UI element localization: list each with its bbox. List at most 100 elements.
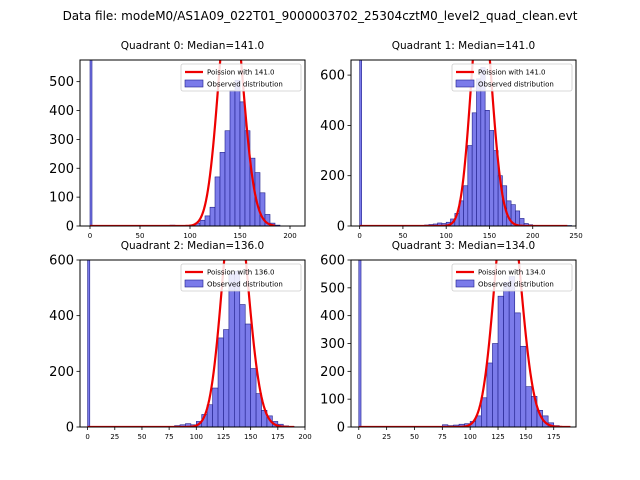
histogram-bar xyxy=(228,273,235,427)
legend-box xyxy=(451,263,573,292)
x-tick-label: 0 xyxy=(88,232,92,240)
legend-label-observed: Observed distribution xyxy=(478,281,554,289)
y-tick-label: 200 xyxy=(320,365,345,380)
x-tick-label: 200 xyxy=(298,433,311,441)
panel-quadrant-1: 0 50 100 150 200 250 0 200 400 600 Quadrant 1: Med… xyxy=(320,40,583,240)
histogram-bar xyxy=(486,362,493,427)
y-tick-label: 600 xyxy=(320,69,345,84)
x-tick-label: 175 xyxy=(547,433,560,441)
legend-box xyxy=(180,263,302,292)
histogram-bar xyxy=(199,219,206,226)
histogram-bar xyxy=(250,368,257,427)
panel-quadrant-2: 0 25 50 75 100 125 150 175 200 0 200 400 600 Quadrant… xyxy=(49,240,312,441)
legend-label-poisson: Poission with 141.0 xyxy=(478,69,546,77)
histogram-bar xyxy=(467,145,473,226)
histogram-bar xyxy=(234,79,241,226)
y-tick-label: 300 xyxy=(320,337,345,352)
histogram-bar xyxy=(471,112,477,226)
histogram-bar xyxy=(484,110,490,226)
histogram-bar xyxy=(514,312,521,427)
x-tick-label: 100 xyxy=(190,433,203,441)
histogram-bar xyxy=(481,397,488,427)
x-tick-label: 100 xyxy=(183,232,196,240)
histogram-bar xyxy=(255,393,262,427)
x-tick-label: 0 xyxy=(357,232,361,240)
legend-bar-swatch xyxy=(455,279,475,288)
histogram-bar xyxy=(525,386,532,427)
figure-title: Data file: modeM0/AS1A09_022T01_90000037… xyxy=(62,9,578,23)
histogram-bar xyxy=(224,130,231,226)
y-tick-label: 200 xyxy=(49,365,74,380)
histogram-bar xyxy=(212,387,219,427)
histogram-bar xyxy=(476,78,482,226)
y-tick-label: 600 xyxy=(49,254,74,269)
plot-area xyxy=(358,260,571,427)
legend: Poission with 134.0 Observed distribution xyxy=(451,263,573,292)
x-tick-label: 50 xyxy=(137,433,146,441)
y-tick-label: 200 xyxy=(49,162,74,177)
histogram-bar xyxy=(214,176,221,226)
x-tick-label: 200 xyxy=(526,232,539,240)
x-tick-label: 125 xyxy=(217,433,230,441)
x-tick-label: 150 xyxy=(483,232,496,240)
plot-area xyxy=(89,60,281,226)
histogram-bar-zero-spike xyxy=(87,260,91,427)
histogram-bar xyxy=(492,343,499,427)
y-tick-label: 500 xyxy=(320,281,345,296)
y-tick-label: 400 xyxy=(49,309,74,324)
histogram-bar xyxy=(503,281,510,427)
legend: Poission with 141.0 Observed distribution xyxy=(180,63,302,92)
histogram-bar xyxy=(239,304,246,427)
poisson-curve xyxy=(358,260,571,427)
histogram-bar xyxy=(209,206,216,226)
x-tick-label: 0 xyxy=(357,433,361,441)
legend-bar-swatch xyxy=(455,79,475,88)
histogram-bar-zero-spike xyxy=(358,260,362,427)
legend-box xyxy=(180,63,302,92)
legend-label-poisson: Poission with 141.0 xyxy=(207,69,275,77)
x-tick-label: 125 xyxy=(491,433,504,441)
poisson-curve xyxy=(359,60,568,226)
legend-bar-swatch xyxy=(184,279,204,288)
y-tick-label: 400 xyxy=(320,119,345,134)
histogram-bar xyxy=(229,90,236,226)
panel-title: Quadrant 2: Median=136.0 xyxy=(121,240,264,252)
y-tick-label: 100 xyxy=(320,393,345,408)
x-tick-label: 100 xyxy=(440,232,453,240)
histogram-bar xyxy=(463,185,469,226)
histogram-bar xyxy=(508,276,516,427)
x-tick-label: 25 xyxy=(110,433,119,441)
y-tick-label: 100 xyxy=(49,191,74,206)
panel-quadrant-3: 0 25 50 75 100 125 150 175 0 100 200 300 400 500 600 Qu… xyxy=(320,240,577,441)
x-tick-label: 50 xyxy=(398,232,407,240)
histogram-bar xyxy=(520,345,527,427)
x-tick-label: 100 xyxy=(463,433,476,441)
legend: Poission with 136.0 Observed distribution xyxy=(180,263,302,292)
x-tick-label: 150 xyxy=(244,433,257,441)
x-tick-label: 200 xyxy=(283,232,296,240)
y-tick-label: 500 xyxy=(49,75,74,90)
axes-frame xyxy=(350,59,577,227)
y-tick-label: 200 xyxy=(320,169,345,184)
histogram-bar xyxy=(204,215,211,226)
y-tick-label: 300 xyxy=(49,133,74,148)
x-tick-label: 50 xyxy=(410,433,419,441)
y-tick-label: 400 xyxy=(320,309,345,324)
legend-bar-swatch xyxy=(184,79,204,88)
legend-label-observed: Observed distribution xyxy=(207,81,283,89)
histogram-bar-zero-spike xyxy=(89,60,93,226)
y-tick-label: 600 xyxy=(320,254,345,269)
panel-title: Quadrant 3: Median=134.0 xyxy=(392,240,535,252)
y-tick-label: 0 xyxy=(66,220,74,235)
histogram-bar xyxy=(223,329,230,427)
legend-label-poisson: Poission with 136.0 xyxy=(207,269,275,277)
x-tick-label: 50 xyxy=(136,232,145,240)
x-tick-label: 250 xyxy=(569,232,582,240)
histogram-bar xyxy=(234,270,241,427)
x-tick-label: 150 xyxy=(233,232,246,240)
y-tick-label: 0 xyxy=(66,421,74,436)
histogram-bar xyxy=(489,130,495,226)
x-tick-label: 75 xyxy=(438,433,447,441)
plot-area xyxy=(87,260,295,427)
panel-quadrant-0: 0 50 100 150 200 0 100 200 300 400 500 Quadrant 0: … xyxy=(49,40,306,240)
